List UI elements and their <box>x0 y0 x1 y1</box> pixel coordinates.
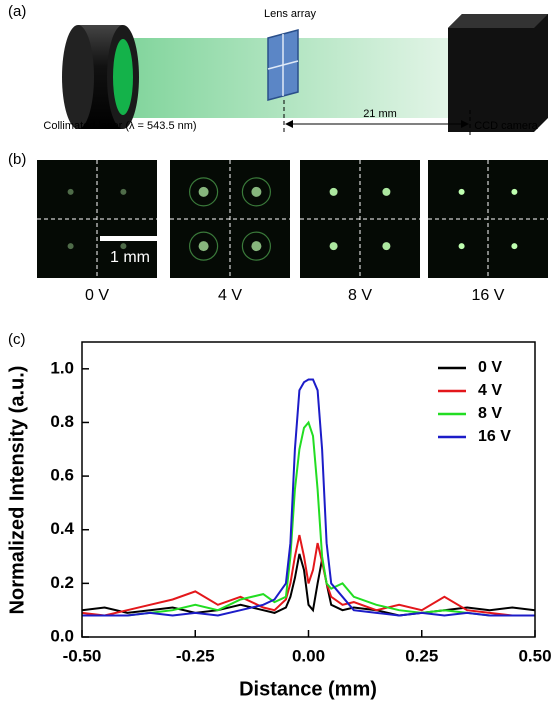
focal-spot <box>458 188 465 195</box>
arrow-head <box>285 120 293 128</box>
series-line <box>81 534 535 617</box>
ccd-top <box>448 14 548 28</box>
legend-label: 4 V <box>478 382 502 399</box>
y-tick-label: 0.8 <box>50 412 74 431</box>
focal-spot <box>251 241 262 252</box>
y-tick-label: 0.0 <box>50 626 74 645</box>
focal-spot <box>458 243 465 250</box>
voltage-label: 16 V <box>472 287 505 304</box>
x-tick-label: 0.50 <box>518 646 551 665</box>
spot-ring <box>241 231 271 261</box>
lens-label: Lens array <box>264 8 316 20</box>
y-tick-label: 0.4 <box>50 519 74 538</box>
legend-label: 8 V <box>478 405 502 422</box>
y-tick-label: 0.6 <box>50 466 74 485</box>
voltage-label: 4 V <box>218 287 242 304</box>
arrow-head <box>461 120 469 128</box>
y-tick-label: 1.0 <box>50 358 74 377</box>
plot-frame <box>81 341 536 638</box>
laser-aperture <box>113 39 133 115</box>
focal-spot <box>382 187 391 196</box>
x-tick-label: 0.25 <box>405 646 438 665</box>
series-line <box>82 420 535 617</box>
voltage-label: 0 V <box>85 287 109 304</box>
focal-spot <box>511 243 518 250</box>
voltage-label: 8 V <box>348 287 372 304</box>
camera-label: CCD camera <box>474 120 538 132</box>
focal-spot <box>67 188 74 195</box>
spot-ring <box>189 231 219 261</box>
focal-spot <box>382 242 391 251</box>
image-row: 0 V 4 V 8 V 16 V 1 mm <box>37 160 548 304</box>
x-tick-label: -0.25 <box>176 646 215 665</box>
focal-spot <box>67 243 74 250</box>
legend-label: 0 V <box>478 359 502 376</box>
laser-back <box>62 25 94 129</box>
panel-label: (a) <box>8 3 26 20</box>
focal-spot <box>329 242 338 251</box>
focal-spot <box>198 186 209 197</box>
scale-bar <box>100 236 160 241</box>
panel-label: (c) <box>8 331 26 348</box>
laser-label: Collimated laser (λ = 543.5 nm) <box>43 120 196 132</box>
focal-spot <box>198 241 209 252</box>
y-axis-label: Normalized Intensity (a.u.) <box>6 366 28 615</box>
focal-spot <box>329 187 338 196</box>
lens-divider <box>267 60 299 70</box>
series-line <box>81 553 536 617</box>
distance-label: 21 mm <box>363 108 397 120</box>
legend-label: 16 V <box>478 428 511 445</box>
series-line <box>82 378 535 617</box>
y-tick-label: 0.2 <box>50 573 74 592</box>
focal-spot <box>511 188 518 195</box>
focal-spot <box>120 243 127 250</box>
x-axis-label: Distance (mm) <box>239 678 377 700</box>
spot-ring <box>241 177 271 207</box>
scale-label: 1 mm <box>110 249 150 266</box>
ccd-camera <box>448 14 548 132</box>
spot-ring <box>189 177 219 207</box>
panel-label: (b) <box>8 151 26 168</box>
x-tick-label: -0.50 <box>63 646 102 665</box>
focal-spot <box>120 188 127 195</box>
x-tick-label: 0.00 <box>292 646 325 665</box>
focal-spot <box>251 186 262 197</box>
